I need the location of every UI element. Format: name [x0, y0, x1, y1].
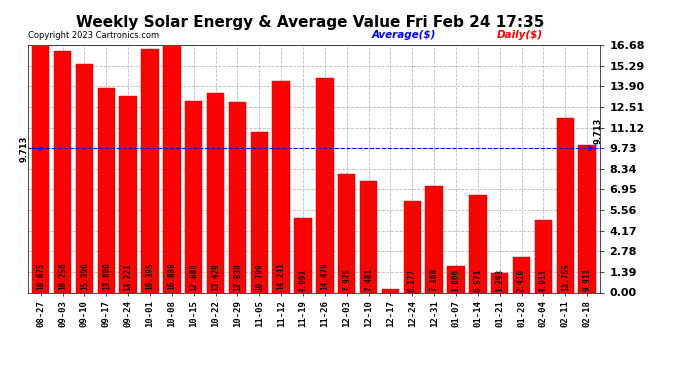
Bar [97, 88, 115, 292]
Text: 7.481: 7.481 [364, 268, 373, 291]
Bar [32, 45, 50, 292]
Text: 6.177: 6.177 [408, 268, 417, 292]
Text: 9.911: 9.911 [582, 268, 592, 291]
Text: 2.416: 2.416 [517, 269, 526, 292]
Text: 15.396: 15.396 [80, 262, 89, 290]
Bar [404, 201, 421, 292]
Text: 7.168: 7.168 [430, 268, 439, 291]
Bar [228, 102, 246, 292]
Text: 1.806: 1.806 [451, 269, 460, 292]
Bar [54, 51, 71, 292]
Bar [360, 182, 377, 292]
Bar [185, 101, 202, 292]
Text: 13.221: 13.221 [124, 263, 132, 291]
Text: 16.395: 16.395 [146, 262, 155, 290]
Bar [338, 174, 355, 292]
Text: 16.675: 16.675 [36, 262, 46, 290]
Text: Copyright 2023 Cartronics.com: Copyright 2023 Cartronics.com [28, 31, 159, 40]
Text: 7.975: 7.975 [342, 268, 351, 291]
Text: 16.256: 16.256 [58, 262, 67, 290]
Text: 16.888: 16.888 [168, 262, 177, 290]
Bar [382, 289, 400, 292]
Text: 10.799: 10.799 [255, 263, 264, 291]
Text: 14.241: 14.241 [277, 262, 286, 290]
Bar [316, 78, 334, 292]
Bar [273, 81, 290, 292]
Text: 12.880: 12.880 [189, 263, 198, 291]
Bar [469, 195, 486, 292]
Text: 13.800: 13.800 [102, 263, 111, 291]
Bar [491, 273, 509, 292]
Bar [426, 186, 443, 292]
Bar [250, 132, 268, 292]
Text: 4.911: 4.911 [539, 268, 548, 292]
Bar [294, 219, 312, 292]
Bar [163, 42, 181, 292]
Bar [578, 146, 596, 292]
Text: 1.293: 1.293 [495, 269, 504, 292]
Text: Average($): Average($) [371, 30, 435, 40]
Text: 14.479: 14.479 [320, 262, 329, 290]
Text: 9.713: 9.713 [20, 135, 29, 162]
Text: Weekly Solar Energy & Average Value Fri Feb 24 17:35: Weekly Solar Energy & Average Value Fri … [77, 15, 544, 30]
Text: 4.991: 4.991 [299, 268, 308, 292]
Text: 11.755: 11.755 [561, 263, 570, 291]
Bar [513, 256, 531, 292]
Text: 9.713: 9.713 [593, 117, 602, 144]
Bar [207, 93, 224, 292]
Bar [76, 64, 93, 292]
Text: Daily($): Daily($) [497, 30, 543, 40]
Bar [141, 49, 159, 292]
Text: 13.429: 13.429 [211, 263, 220, 291]
Text: 12.830: 12.830 [233, 263, 242, 291]
Bar [119, 96, 137, 292]
Bar [447, 266, 465, 292]
Bar [535, 220, 552, 292]
Text: 6.571: 6.571 [473, 268, 482, 291]
Bar [557, 118, 574, 292]
